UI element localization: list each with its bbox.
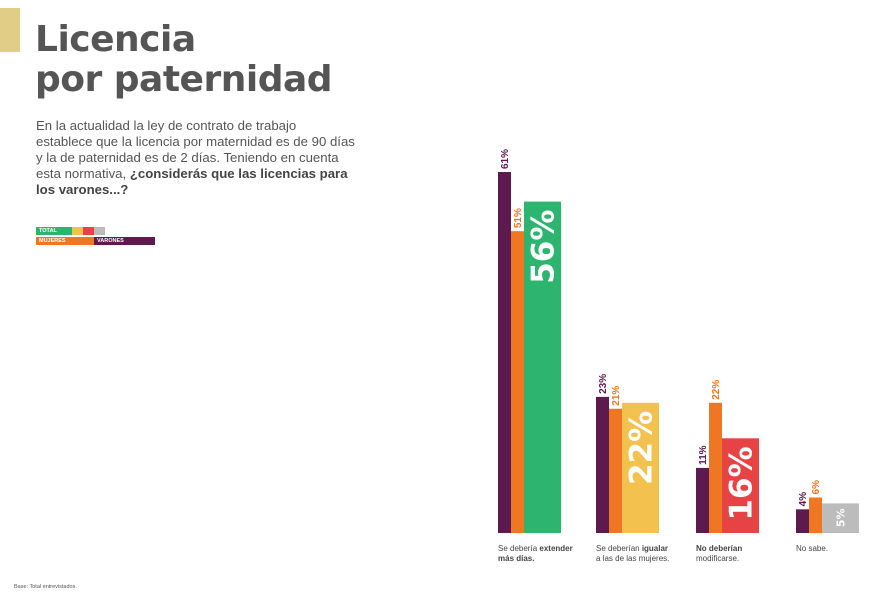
footnote: Base: Total entrevistados.	[14, 584, 77, 590]
legend-varones: VARONES	[94, 237, 155, 245]
legend-swatch-no-sabe	[94, 227, 105, 235]
bar-group: 61% 51% 56%	[498, 149, 562, 534]
bar-varones	[596, 396, 609, 533]
title-accent-block	[0, 8, 20, 52]
bar-mujeres	[809, 497, 822, 533]
intro-text: En la actualidad la ley de contrato de t…	[36, 118, 355, 181]
data-label-varones: 4%	[798, 492, 809, 507]
intro-question: ¿considerás que las licencias para los v…	[36, 166, 348, 197]
bar-mujeres	[511, 231, 524, 533]
bar-mujeres	[709, 402, 722, 533]
data-label-total: 56%	[526, 210, 562, 284]
data-label-varones: 61%	[500, 149, 511, 169]
legend-total: TOTAL	[36, 227, 72, 235]
data-label-total: 5%	[834, 508, 847, 527]
category-label: Se debería extender más días.	[498, 544, 573, 563]
legend-row-genders: MUJERES VARONES	[36, 237, 155, 245]
page-title: Licencia por paternidad	[35, 19, 333, 100]
data-label-mujeres: 51%	[513, 208, 524, 228]
bar-group: 4%6% 5%	[796, 480, 859, 533]
legend-mujeres: MUJERES	[36, 237, 94, 245]
bar-varones	[498, 172, 511, 533]
legend: TOTAL MUJERES VARONES	[36, 227, 155, 247]
title-line-1: Licencia	[35, 19, 196, 60]
legend-swatch-igualar	[72, 227, 83, 235]
data-label-total: 22%	[624, 411, 660, 485]
bar-group: 11% 22% 16%	[696, 380, 760, 533]
category-label: No sabe.	[796, 544, 829, 553]
bar-group: 23%21%22%	[596, 374, 660, 533]
bar-varones	[796, 509, 809, 533]
legend-row-total: TOTAL	[36, 227, 155, 235]
data-label-varones: 23%	[598, 374, 609, 394]
bar-total	[622, 402, 659, 533]
legend-swatch-no-modificar	[83, 227, 94, 235]
bar-mujeres	[609, 408, 622, 533]
bar-total	[722, 438, 759, 533]
category-label: No deberían modificarse.	[696, 544, 743, 563]
category-label: Se deberían igualar a las de las mujeres.	[596, 544, 670, 563]
bar-total	[524, 201, 561, 534]
data-label-mujeres: 22%	[711, 380, 722, 400]
bar-total	[822, 503, 859, 533]
data-label-mujeres: 6%	[811, 480, 822, 495]
bar-varones	[696, 467, 709, 533]
data-label-mujeres: 21%	[611, 386, 622, 406]
data-label-total: 16%	[724, 446, 760, 520]
title-line-2: por paternidad	[35, 59, 333, 100]
intro-paragraph: En la actualidad la ley de contrato de t…	[36, 118, 356, 198]
data-label-varones: 11%	[698, 445, 709, 465]
